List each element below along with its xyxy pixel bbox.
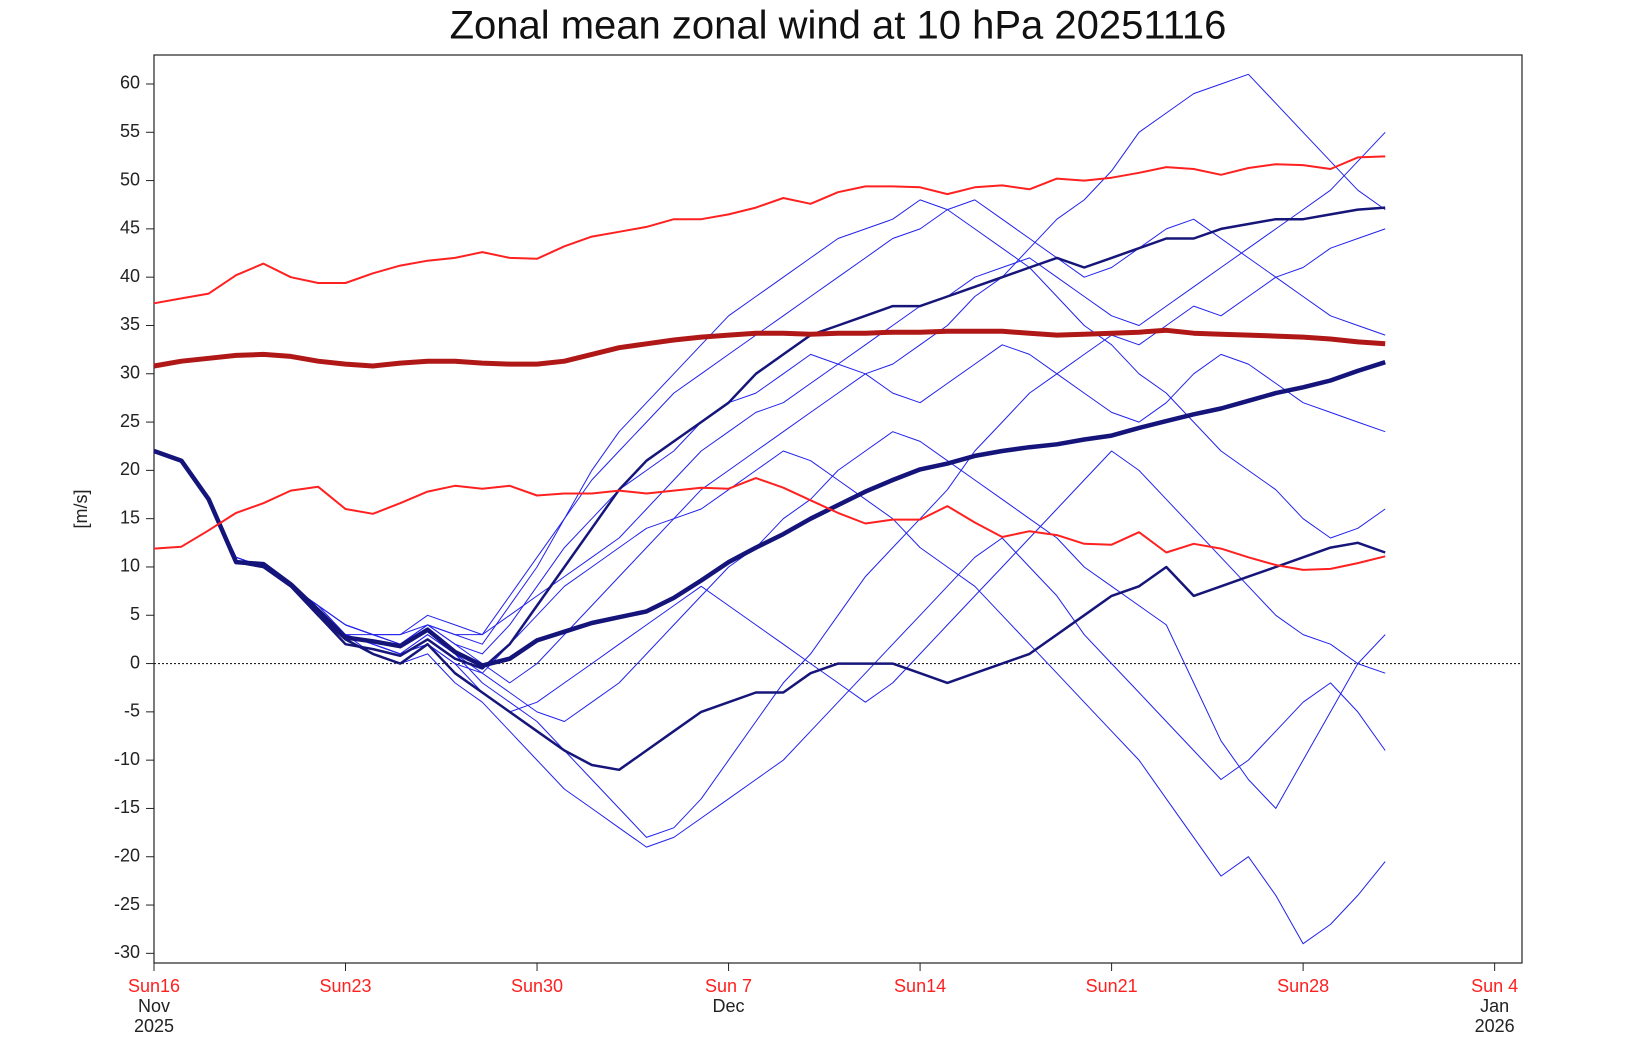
y-tick-label: 30	[120, 363, 140, 383]
chart-title: Zonal mean zonal wind at 10 hPa 20251116	[450, 4, 1227, 48]
y-tick-label: 45	[120, 218, 140, 238]
series-line	[153, 344, 1386, 655]
y-tick-label: -15	[114, 797, 140, 817]
series-line	[153, 449, 1386, 772]
y-tick-label: 20	[120, 459, 140, 479]
y-tick-label: 0	[130, 652, 140, 672]
x-tick-label: Sun16	[128, 976, 180, 996]
y-tick-label: 35	[120, 314, 140, 334]
series-line	[153, 131, 1386, 645]
y-tick-label: 5	[130, 604, 140, 624]
y-tick-label: 60	[120, 73, 140, 93]
x-tick-label: Sun 4	[1471, 976, 1518, 996]
x-tick-label: Jan	[1480, 996, 1509, 1016]
y-tick-label: 10	[120, 556, 140, 576]
x-tick-label: Dec	[713, 996, 745, 1016]
y-tick-label: -5	[124, 701, 140, 721]
series-line	[153, 199, 1386, 645]
y-tick-label: 50	[120, 169, 140, 189]
series-line	[153, 360, 1386, 668]
series-line	[153, 477, 1386, 571]
y-tick-label: 15	[120, 507, 140, 527]
x-tick-label: Nov	[138, 996, 170, 1016]
series-line	[153, 73, 1386, 684]
x-tick-label: Sun 7	[705, 976, 752, 996]
x-tick-label: 2025	[134, 1016, 174, 1036]
series-line	[153, 450, 1386, 713]
y-tick-label: 25	[120, 411, 140, 431]
x-tick-label: Sun23	[319, 976, 371, 996]
series-line	[153, 206, 1386, 670]
y-tick-label: -20	[114, 845, 140, 865]
y-tick-label: -10	[114, 749, 140, 769]
series-line	[153, 155, 1386, 305]
series-line	[153, 199, 1386, 636]
y-tick-label: -25	[114, 894, 140, 914]
x-tick-label: Sun21	[1086, 976, 1138, 996]
x-tick-label: Sun28	[1277, 976, 1329, 996]
x-tick-label: Sun30	[511, 976, 563, 996]
series-line	[153, 450, 1386, 848]
y-tick-label: 40	[120, 266, 140, 286]
x-tick-label: Sun14	[894, 976, 946, 996]
y-tick-label: -30	[114, 942, 140, 962]
plot-frame	[153, 54, 1523, 964]
y-axis-label: [m/s]	[71, 490, 91, 529]
series-line	[153, 327, 1386, 369]
x-tick-label: 2026	[1475, 1016, 1515, 1036]
y-tick-label: 55	[120, 121, 140, 141]
